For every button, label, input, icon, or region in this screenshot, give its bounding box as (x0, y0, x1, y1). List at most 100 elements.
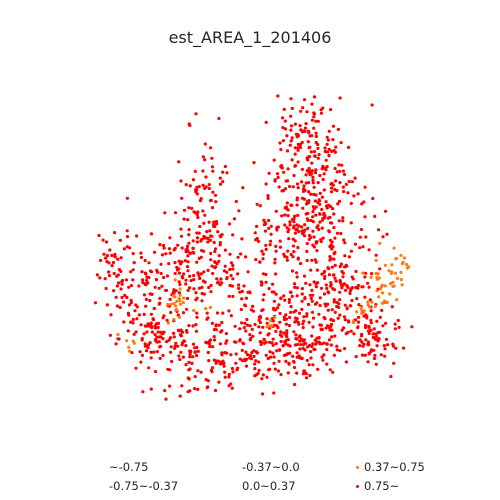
map-point-high (242, 284, 246, 288)
map-point-high (153, 285, 157, 289)
map-point-high (271, 351, 275, 355)
map-point-high (322, 172, 326, 176)
map-point-high (147, 366, 151, 370)
map-point-high (149, 312, 153, 316)
map-point-high (322, 292, 327, 296)
map-point-high (342, 172, 347, 177)
map-point-high (385, 232, 389, 236)
map-point-high (173, 344, 177, 348)
map-point-mid-high (400, 283, 404, 287)
map-point-high (295, 223, 299, 227)
map-point-high (337, 199, 342, 203)
map-point-high (325, 362, 329, 366)
map-point-high (137, 284, 141, 288)
map-point-high (276, 94, 280, 98)
map-point-high (178, 333, 183, 337)
map-point-high (125, 235, 130, 239)
map-point-high (213, 247, 218, 251)
map-point-high (339, 283, 343, 287)
map-point-high (139, 255, 143, 260)
map-point-high (300, 130, 304, 134)
map-point-high (191, 239, 195, 243)
map-point-high (318, 296, 322, 300)
map-point-high (134, 330, 138, 334)
map-point-high (278, 239, 282, 243)
map-point-high (197, 185, 201, 189)
map-point-high (182, 208, 187, 212)
map-point-high (285, 334, 289, 339)
map-point-high (278, 333, 282, 337)
map-point-high (149, 321, 153, 325)
map-point-high (135, 234, 139, 238)
map-point-high (260, 308, 264, 313)
map-point-high (102, 252, 106, 256)
map-point-high (284, 359, 288, 363)
map-point-high (300, 140, 304, 145)
map-point-high (187, 241, 191, 245)
map-point-high (261, 252, 265, 256)
map-point-high (125, 196, 129, 200)
map-point-high (314, 260, 318, 264)
map-point-high (302, 184, 306, 188)
map-point-high (194, 188, 198, 192)
map-point-high (320, 207, 324, 212)
map-point-high (264, 272, 268, 277)
map-point-high (242, 326, 246, 330)
map-point-high (222, 364, 226, 368)
map-point-high (196, 271, 200, 275)
map-point-high (192, 287, 196, 291)
map-point-high (190, 361, 194, 365)
map-point-high (316, 181, 320, 185)
map-point-high (161, 337, 165, 341)
map-point-high (205, 317, 209, 321)
map-point-high (205, 230, 209, 234)
map-point-high (173, 261, 177, 265)
map-point-high (114, 295, 118, 299)
map-point-high (322, 216, 326, 220)
map-point-high (179, 350, 183, 354)
map-point-high (314, 285, 318, 289)
map-point-high (203, 142, 207, 146)
map-point-high (363, 295, 367, 299)
map-point-high (261, 272, 266, 276)
map-point-high (232, 217, 237, 221)
map-point-high (312, 126, 316, 130)
map-point-high (111, 260, 116, 265)
map-point-high (153, 324, 157, 328)
map-point-high (329, 318, 333, 322)
map-point-high (184, 183, 188, 187)
map-point-high (123, 293, 127, 297)
map-point-high (348, 288, 353, 293)
map-point-high (141, 390, 145, 394)
map-point-high (313, 154, 317, 158)
map-point-high (305, 314, 309, 318)
map-point-high (212, 240, 216, 245)
map-point-high (180, 196, 184, 200)
map-point-high (311, 363, 315, 367)
map-point-high (304, 122, 308, 126)
map-point-high (211, 271, 215, 276)
map-point-high (393, 322, 397, 326)
map-point-high (306, 158, 310, 162)
map-point-high (381, 324, 385, 328)
map-point-high (327, 129, 331, 133)
map-point-high (295, 135, 299, 139)
map-point-high (358, 246, 362, 250)
map-point-high (200, 299, 204, 303)
map-point-high (353, 176, 357, 180)
map-point-high (209, 199, 213, 203)
map-point-high (363, 185, 367, 189)
map-point-mid-high (399, 278, 403, 282)
map-point-mid-high (360, 308, 364, 312)
map-point-high (337, 219, 341, 223)
map-point-high (209, 283, 213, 288)
map-point-high (338, 181, 342, 185)
map-point-high (207, 186, 211, 191)
map-point-high (324, 200, 328, 204)
map-point-high (285, 134, 289, 138)
map-point-high (225, 171, 229, 175)
map-point-high (336, 316, 340, 320)
map-point-high (327, 291, 331, 295)
map-point-high (363, 323, 368, 328)
map-point-high (209, 258, 213, 262)
